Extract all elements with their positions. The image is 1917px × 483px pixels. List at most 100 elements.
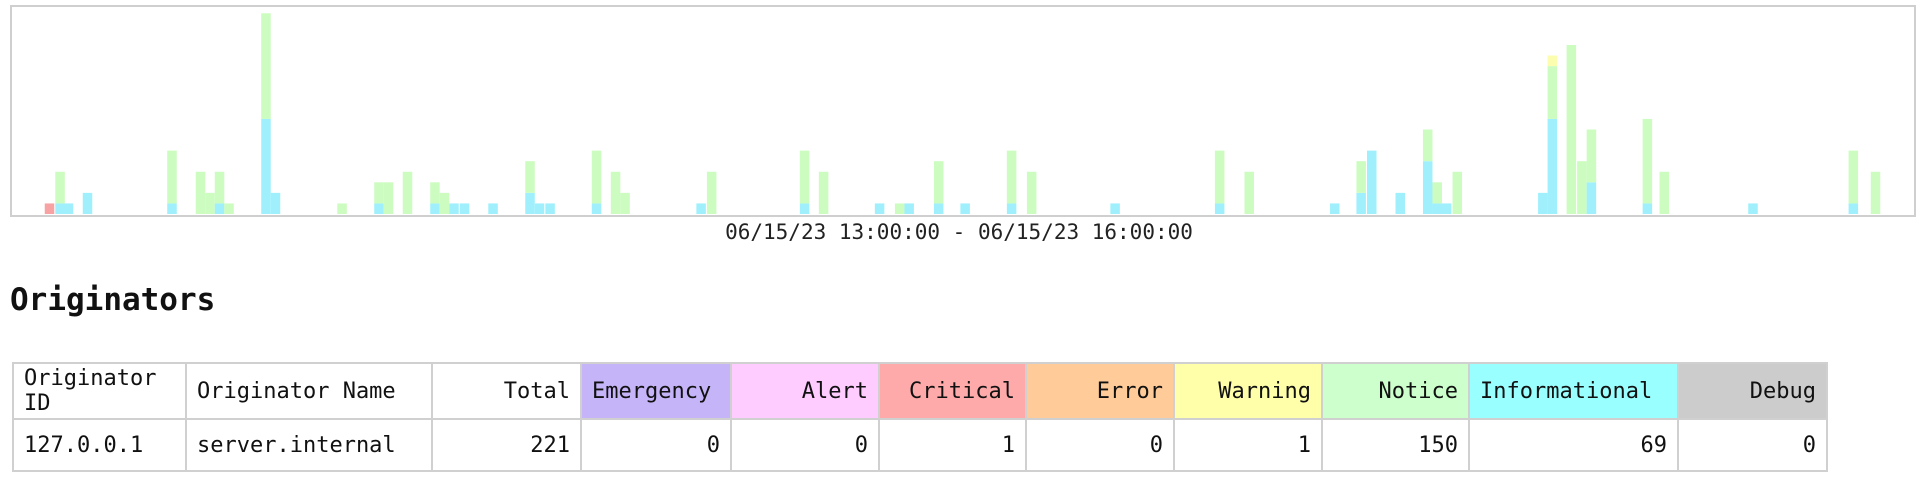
bar-segment xyxy=(337,203,347,214)
column-header: Total xyxy=(431,362,582,420)
bar-segment xyxy=(1748,203,1758,214)
column-header: Emergency xyxy=(580,362,732,420)
table-cell: 0 xyxy=(580,418,732,472)
column-header: Error xyxy=(1025,362,1175,420)
table-cell: 1 xyxy=(878,418,1027,472)
bar-segment xyxy=(374,182,384,204)
column-header: Critical xyxy=(878,362,1027,420)
bar-segment xyxy=(55,203,65,214)
column-header: Informational xyxy=(1468,362,1679,420)
chart-frame xyxy=(10,5,1916,217)
histogram: 06/15/23 13:00:00 - 06/15/23 16:00:00 xyxy=(10,5,1916,244)
table-cell: server.internal xyxy=(185,418,433,472)
bar-segment xyxy=(1566,44,1577,214)
table-row: 127.0.0.1 server.internal 221 0 0 1 0 1 150 69 0 xyxy=(12,418,1828,472)
bar-segment xyxy=(1026,171,1037,214)
table-body: 127.0.0.1 server.internal 221 0 0 1 0 1 150 69 0 xyxy=(12,418,1828,472)
bar-segment xyxy=(1547,118,1558,214)
bar-segment xyxy=(1244,171,1254,214)
bar-segment xyxy=(706,171,717,214)
bar-segment xyxy=(799,203,810,214)
table-cell: 0 xyxy=(1025,418,1175,472)
bar-segment xyxy=(534,203,545,214)
bar-segment xyxy=(439,192,450,214)
bar-segment xyxy=(591,150,602,204)
table-cell: 221 xyxy=(431,418,582,472)
bar-segment xyxy=(261,13,271,119)
table-cell: 69 xyxy=(1468,418,1679,472)
bar-segment xyxy=(82,192,93,214)
bar-segment xyxy=(904,203,914,214)
bar-segment xyxy=(270,192,281,214)
table-cell: 0 xyxy=(730,418,880,472)
bar-segment xyxy=(933,203,944,214)
bar-segment xyxy=(1452,171,1463,214)
bar-segment xyxy=(1356,161,1366,193)
bar-segment xyxy=(1214,203,1225,214)
bar-segment xyxy=(1330,203,1340,214)
bar-segment xyxy=(960,203,970,214)
bar-segment xyxy=(214,171,225,204)
bar-segment xyxy=(525,192,535,214)
bar-segment xyxy=(167,203,177,214)
bar-segment xyxy=(1441,203,1452,214)
column-header: Notice xyxy=(1321,362,1470,420)
bar-segment xyxy=(167,150,177,204)
bar-segment xyxy=(63,203,74,214)
bar-segment xyxy=(1395,192,1406,214)
bar-segment xyxy=(1432,203,1442,214)
table-cell: 0 xyxy=(1677,418,1828,472)
bar-segment xyxy=(1547,55,1558,67)
bar-segment xyxy=(894,203,905,214)
bar-segment xyxy=(261,118,271,214)
bar-segment xyxy=(545,203,555,214)
bar-segment xyxy=(1642,118,1653,204)
bar-segment xyxy=(1422,161,1433,214)
column-header: Debug xyxy=(1677,362,1828,420)
bar-segment xyxy=(1848,203,1859,214)
bar-segment xyxy=(430,203,440,214)
bar-segment xyxy=(874,203,885,214)
bar-segment xyxy=(224,203,234,214)
column-header: Originator Name xyxy=(185,362,433,420)
table-cell: 127.0.0.1 xyxy=(12,418,187,472)
originators-table: Originator ID Originator Name Total Emergen… xyxy=(12,362,1828,472)
header-row: Originator ID Originator Name Total Emergen… xyxy=(12,362,1828,420)
bar-segment xyxy=(214,203,225,214)
bar-segment xyxy=(1659,171,1670,214)
bar-segment xyxy=(1577,161,1587,214)
bar-segment xyxy=(591,203,602,214)
bar-segment xyxy=(1547,66,1558,119)
bar-segment xyxy=(1432,182,1442,204)
bar-segment xyxy=(610,171,621,214)
bar-segment xyxy=(818,171,829,214)
bar-segment xyxy=(1366,150,1377,214)
time-range: 06/15/23 13:00:00 - 06/15/23 16:00:00 xyxy=(725,220,1193,244)
bar-segment xyxy=(620,192,630,214)
bar-segment xyxy=(1642,203,1653,214)
bar-segment xyxy=(430,182,440,204)
bar-segment xyxy=(1356,192,1366,214)
bar-segment xyxy=(1006,150,1017,204)
bar-segment xyxy=(402,171,413,214)
bar-segment xyxy=(525,161,535,193)
column-header: Alert xyxy=(730,362,880,420)
column-header: Originator ID xyxy=(12,362,187,420)
bar-segment xyxy=(1214,150,1225,204)
bar-segment xyxy=(459,203,470,214)
bar-segment xyxy=(1586,129,1597,183)
bar-segment xyxy=(799,150,810,204)
bar-segment xyxy=(1006,203,1017,214)
bar-segment xyxy=(44,203,55,214)
bar-segment xyxy=(933,161,944,204)
bar-segment xyxy=(696,203,706,214)
bar-segment xyxy=(195,171,206,214)
bar-segment xyxy=(374,203,384,214)
bar-segment xyxy=(1538,192,1548,214)
bar-segment xyxy=(1422,129,1433,162)
bar-segment xyxy=(205,192,215,214)
bar-segment xyxy=(1586,182,1597,214)
bar-segment xyxy=(1110,203,1120,214)
table-cell: 150 xyxy=(1321,418,1470,472)
